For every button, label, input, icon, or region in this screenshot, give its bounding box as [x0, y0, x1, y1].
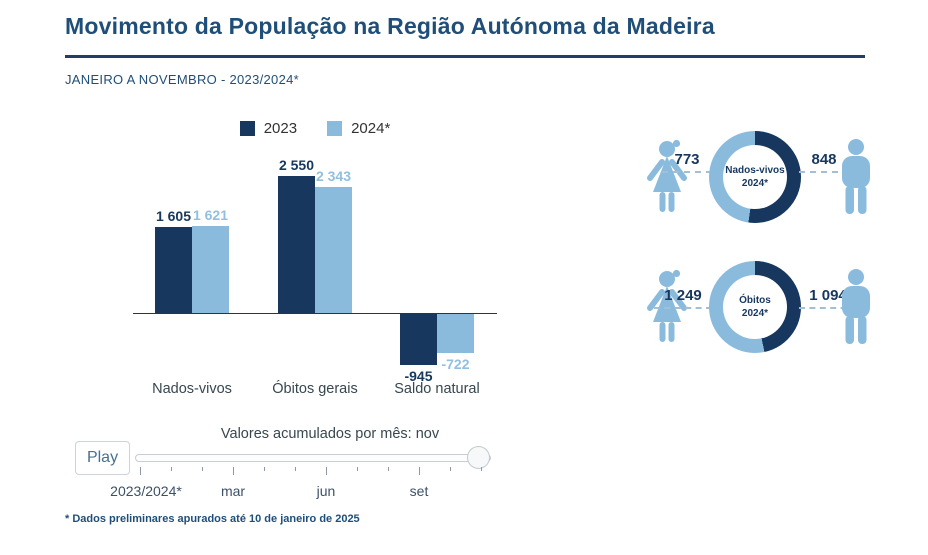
slider-tick: [388, 467, 389, 471]
category-label: Saldo natural: [394, 381, 480, 397]
slider-tick: [264, 467, 265, 471]
donut-center-label: Óbitos 2024*: [723, 275, 787, 339]
male-icon: [842, 139, 870, 214]
axis-label-jun: jun: [316, 483, 336, 499]
bar-2023-1[interactable]: [155, 227, 192, 313]
bar-value-label: 1 621: [192, 207, 229, 223]
footnote: * Dados preliminares apurados até 10 de …: [65, 513, 360, 525]
donut-title-line1: Óbitos: [739, 295, 771, 306]
slider-tick: [357, 467, 358, 471]
slider-tick: [140, 467, 141, 475]
donut-chart-nados-vivos[interactable]: Nados-vivos 2024*: [709, 131, 801, 223]
donut-center-label: Nados-vivos 2024*: [723, 145, 787, 209]
slider-tick: [326, 467, 327, 475]
donut-chart-obitos[interactable]: Óbitos 2024*: [709, 261, 801, 353]
donut-title-line2: 2024*: [741, 178, 769, 189]
slider-tick: [450, 467, 451, 471]
axis-label-set: set: [409, 483, 429, 499]
bar-2024-2[interactable]: [315, 187, 352, 313]
donut-title-line2: 2024*: [741, 308, 769, 319]
slider-tick: [171, 467, 172, 471]
zero-axis-line: [133, 313, 497, 314]
slider-handle[interactable]: [467, 446, 490, 469]
axis-label-start: 2023/2024*: [110, 483, 182, 499]
legend-item-2024[interactable]: 2024*: [327, 120, 390, 137]
male-count-obitos: 1 094: [799, 287, 857, 309]
bar-chart: 1 605 1 621 Nados-vivos 2 550 2 343 Óbitos ge…: [133, 150, 497, 405]
male-count-nados: 848: [799, 151, 849, 173]
bar-value-label: 2 343: [315, 168, 352, 184]
bar-value-label: 2 550: [278, 157, 315, 173]
legend-item-2023[interactable]: 2023: [239, 120, 298, 137]
bar-2023-2[interactable]: [278, 176, 315, 313]
slider-tick: [419, 467, 420, 475]
female-icon: [647, 270, 687, 342]
legend-swatch-2024: [327, 121, 343, 136]
bar-2024-3[interactable]: [437, 314, 474, 353]
bar-value-label: 1 605: [155, 208, 192, 224]
play-button[interactable]: Play: [75, 441, 130, 475]
female-count-obitos: 1 249: [654, 287, 712, 309]
category-label: Óbitos gerais: [272, 381, 358, 397]
bar-value-label: -945: [404, 368, 433, 384]
slider-track[interactable]: [135, 454, 491, 462]
female-count-nados: 773: [662, 151, 712, 173]
legend-label-2024: 2024*: [351, 120, 391, 137]
legend-label-2023: 2023: [263, 120, 298, 137]
bar-value-label: -722: [441, 356, 470, 372]
donut-title-line1: Nados-vivos: [725, 165, 785, 176]
axis-label-mar: mar: [220, 483, 246, 499]
title-divider: [65, 55, 865, 58]
slider-tick: [202, 467, 203, 471]
female-icon: [647, 140, 687, 212]
slider-tick: [295, 467, 296, 471]
bar-2023-3[interactable]: [400, 314, 437, 365]
category-label: Nados-vivos: [152, 381, 232, 397]
bar-2024-1[interactable]: [192, 226, 229, 313]
page-title: Movimento da População na Região Autónom…: [65, 13, 715, 39]
page-subtitle: JANEIRO A NOVEMBRO - 2023/2024*: [65, 72, 300, 87]
chart-legend: 2023 2024*: [133, 120, 497, 137]
male-icon: [842, 269, 870, 344]
slider-tick: [233, 467, 234, 475]
legend-swatch-2023: [239, 121, 255, 136]
slider-caption: Valores acumulados por mês: nov: [220, 426, 440, 442]
slider-tick: [481, 467, 482, 471]
